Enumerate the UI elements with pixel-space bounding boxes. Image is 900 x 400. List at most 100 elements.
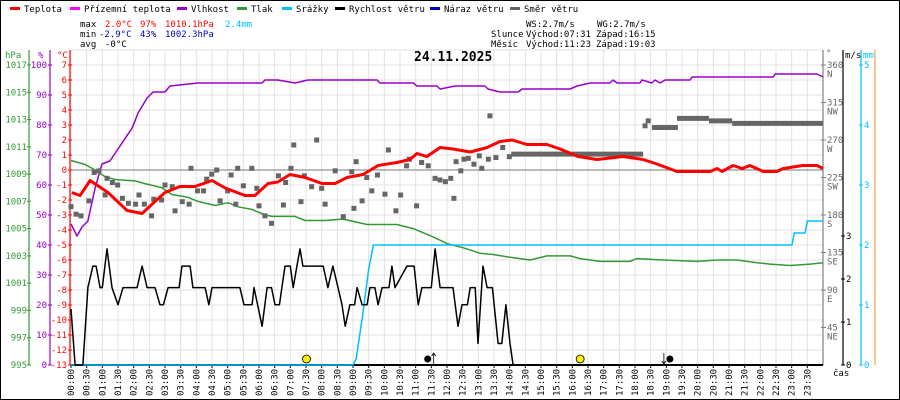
- wind-speed-stat: WS:2.7m/s: [526, 20, 575, 30]
- time-tick-label: 20:00: [694, 369, 704, 396]
- time-tick-label: 05:00: [224, 369, 234, 396]
- wind-direction-point: [442, 179, 448, 185]
- time-tick-label: 02:30: [145, 369, 155, 396]
- time-tick-label: 12:00: [443, 369, 453, 396]
- temperature-tick-label: 5: [62, 91, 67, 101]
- wind-direction-point: [393, 208, 399, 214]
- series-wind-speed-line: [70, 248, 823, 366]
- stats-max-label: max: [80, 20, 97, 30]
- stats-max-hum: 97%: [140, 20, 157, 30]
- wind-direction-point: [233, 201, 239, 207]
- humidity-tick-label: 70: [36, 151, 47, 161]
- legend-label: Rychlost větru: [349, 5, 425, 15]
- temperature-tick-label: -1: [56, 181, 67, 191]
- time-tick-label: 01:30: [114, 369, 124, 396]
- wind-direction-point: [458, 168, 464, 174]
- legend-label: Směr větru: [524, 5, 578, 15]
- stats-max-rain: 2.4mm: [225, 20, 252, 30]
- sun-label: Slunce: [491, 30, 524, 40]
- time-tick-label: 18:30: [647, 369, 657, 396]
- time-axis-label: čas: [833, 368, 849, 379]
- wind-direction-point: [309, 184, 315, 190]
- wind-gust-stat: WG:2.7m/s: [597, 20, 646, 30]
- time-tick-label: 07:30: [302, 369, 312, 396]
- legend-label: Teplota: [24, 5, 62, 15]
- wind-direction-point: [136, 192, 142, 198]
- temperature-tick-label: 1: [62, 151, 67, 161]
- temperature-tick-label: -4: [56, 226, 67, 236]
- direction-compass-label: E: [827, 295, 832, 305]
- wind-direction-point: [322, 201, 328, 207]
- humidity-tick-label: 20: [36, 301, 47, 311]
- temperature-tick-label: -8: [56, 286, 67, 296]
- time-tick-label: 11:30: [427, 369, 437, 396]
- wind-direction-point: [102, 192, 108, 198]
- wind-direction-point: [298, 199, 304, 205]
- temperature-tick-label: -11: [51, 331, 67, 341]
- wind-direction-point: [432, 175, 438, 181]
- humidity-tick-label: 30: [36, 271, 47, 281]
- wind-direction-point: [209, 171, 215, 177]
- wind-direction-point: [349, 169, 355, 175]
- wind-direction-point: [275, 173, 281, 179]
- wind-direction-point: [319, 185, 325, 191]
- wind-speed-unit: m/s: [845, 51, 861, 61]
- pressure-tick-label: 1007: [5, 197, 27, 207]
- stats-min-label: min: [80, 30, 96, 40]
- pressure-tick-label: 999: [11, 306, 27, 316]
- legend-swatch: [70, 7, 80, 10]
- time-tick-label: 02:00: [130, 369, 140, 396]
- wind-direction-point: [217, 198, 223, 204]
- legend-swatch: [237, 7, 247, 10]
- humidity-tick-label: 40: [36, 241, 47, 251]
- wind-direction-point: [487, 113, 493, 119]
- wind-direction-point: [214, 167, 220, 173]
- wind-direction-point: [451, 195, 457, 201]
- time-tick-label: 04:00: [192, 369, 202, 396]
- direction-tick-label: 135: [827, 249, 843, 259]
- temperature-tick-label: -10: [51, 316, 67, 326]
- stats-max-press: 1010.1hPa: [165, 20, 214, 30]
- wind-direction-point: [291, 142, 297, 148]
- rain-tick-label: 1: [864, 301, 869, 311]
- direction-tick-label: 45: [827, 324, 838, 334]
- wind-direction-point: [186, 201, 192, 207]
- wind-direction-point: [262, 213, 268, 219]
- temperature-tick-label: -9: [56, 301, 67, 311]
- direction-compass-label: NE: [827, 333, 838, 343]
- wind-direction-point: [172, 208, 178, 214]
- humidity-tick-label: 90: [36, 91, 47, 101]
- wind-direction-point: [228, 172, 234, 178]
- stats-min-temp: -2.9°C: [99, 30, 132, 40]
- wind-direction-point: [169, 184, 175, 190]
- wind-direction-point: [359, 198, 365, 204]
- wind-direction-point: [249, 165, 255, 171]
- time-tick-label: 17:30: [615, 369, 625, 396]
- time-tick-label: 04:30: [208, 369, 218, 396]
- humidity-tick-label: 80: [36, 121, 47, 131]
- temperature-tick-label: 7: [62, 61, 67, 71]
- wind-direction-point: [104, 175, 110, 181]
- wind-direction-point: [204, 176, 210, 182]
- wind-direction-point: [353, 159, 359, 165]
- moonrise-time: Východ:11:23: [526, 40, 591, 50]
- sun-icon: [302, 354, 311, 364]
- moon-label: Měsíc: [491, 40, 518, 50]
- wind-direction-point: [642, 123, 648, 129]
- wind-direction-point: [374, 172, 380, 178]
- wind-speed-tick-label: 3: [846, 232, 851, 242]
- direction-compass-label: NW: [827, 108, 838, 118]
- wind-direction-point: [332, 168, 338, 174]
- time-tick-label: 12:30: [459, 369, 469, 396]
- wind-direction-point: [179, 199, 185, 205]
- temperature-tick-label: 3: [62, 121, 67, 131]
- wind-direction-point: [385, 147, 391, 153]
- wind-direction-point: [471, 161, 477, 167]
- direction-compass-label: SE: [827, 258, 838, 268]
- wind-direction-point: [162, 182, 168, 188]
- axes: hPa% °C ° m/s mm1017101510131011100910071005…: [5, 49, 876, 396]
- wind-direction-point: [425, 163, 431, 169]
- stats-avg-temp: -0°C: [105, 40, 127, 50]
- time-tick-label: 20:30: [709, 369, 719, 396]
- time-tick-label: 17:00: [600, 369, 610, 396]
